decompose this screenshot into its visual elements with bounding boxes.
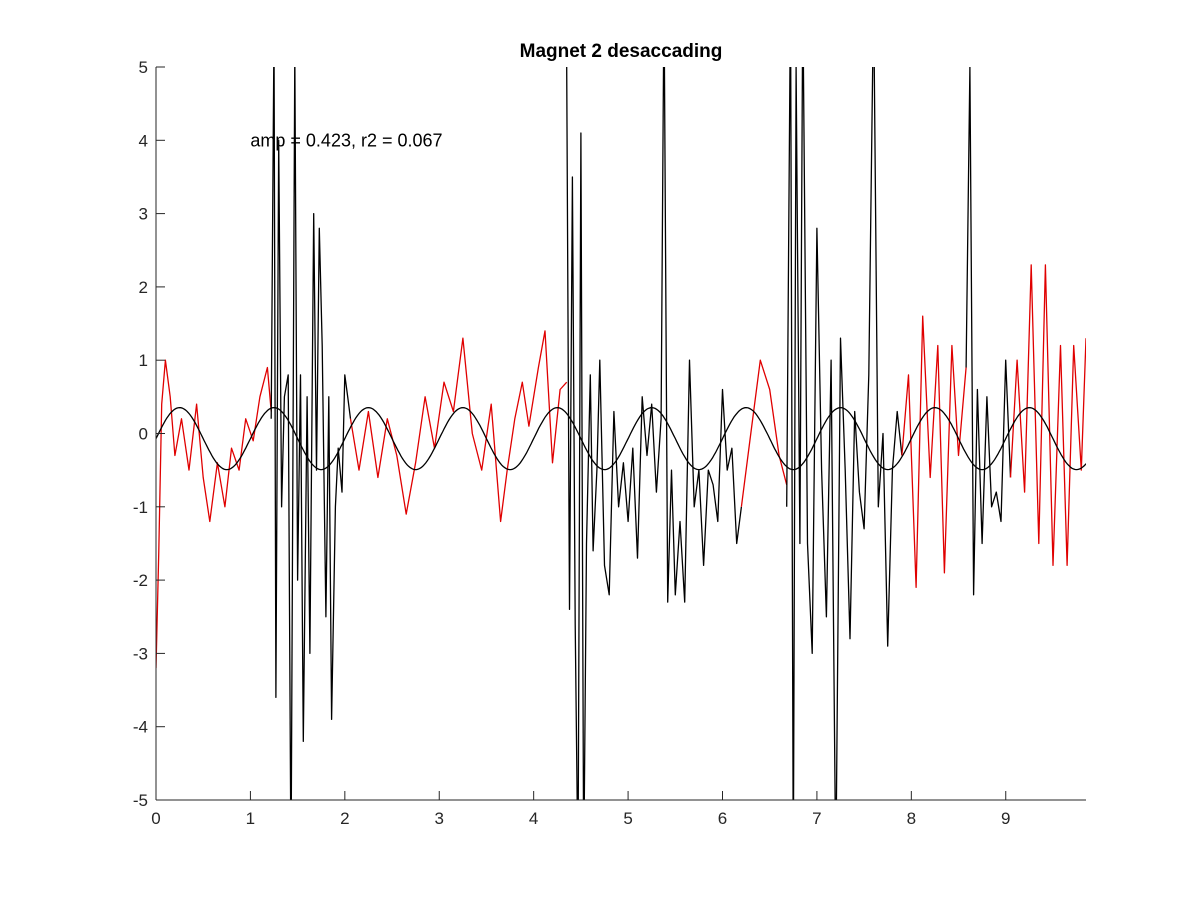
y-tick-label: 1 <box>139 351 148 370</box>
black-trace-segment-2 <box>270 67 352 800</box>
x-tick-label: 9 <box>1001 809 1010 828</box>
red-trace-segment-9 <box>1009 264 1086 567</box>
y-tick-label: -5 <box>133 791 148 810</box>
fit-annotation: amp = 0.423, r2 = 0.067 <box>250 130 442 150</box>
black-trace-segment-4 <box>566 67 743 800</box>
y-tick-label: 3 <box>139 205 148 224</box>
red-trace-segment-3 <box>349 330 568 523</box>
x-ticks: 0 1 2 3 4 5 6 7 8 9 <box>151 791 1010 828</box>
red-trace-segment-1 <box>156 359 272 669</box>
x-tick-label: 8 <box>907 809 916 828</box>
y-tick-label: -3 <box>133 644 148 663</box>
y-tick-label: -1 <box>133 498 148 517</box>
sine-fit-curve <box>156 406 1086 471</box>
red-trace-segment-5 <box>740 359 788 507</box>
x-tick-label: 2 <box>340 809 349 828</box>
x-tick-label: 4 <box>529 809 538 828</box>
x-tick-label: 1 <box>246 809 255 828</box>
chart-title: Magnet 2 desaccading <box>520 41 723 62</box>
y-ticks: -5 -4 -3 -2 -1 0 1 2 3 4 5 <box>133 58 165 810</box>
y-tick-label: 2 <box>139 278 148 297</box>
y-tick-label: 4 <box>139 131 148 150</box>
black-trace-segment-8 <box>965 67 1012 596</box>
y-tick-label: -4 <box>133 718 148 737</box>
y-tick-label: 5 <box>139 58 148 77</box>
sine-fit <box>156 406 1086 471</box>
x-tick-label: 7 <box>812 809 821 828</box>
x-tick-label: 3 <box>435 809 444 828</box>
data-series <box>156 67 1086 800</box>
y-tick-label: -2 <box>133 571 148 590</box>
black-trace-segment-6 <box>786 67 903 800</box>
x-tick-label: 0 <box>151 809 160 828</box>
x-tick-label: 6 <box>718 809 727 828</box>
red-trace-segment-7 <box>901 315 967 589</box>
x-tick-label: 5 <box>623 809 632 828</box>
y-tick-label: 0 <box>139 425 148 444</box>
